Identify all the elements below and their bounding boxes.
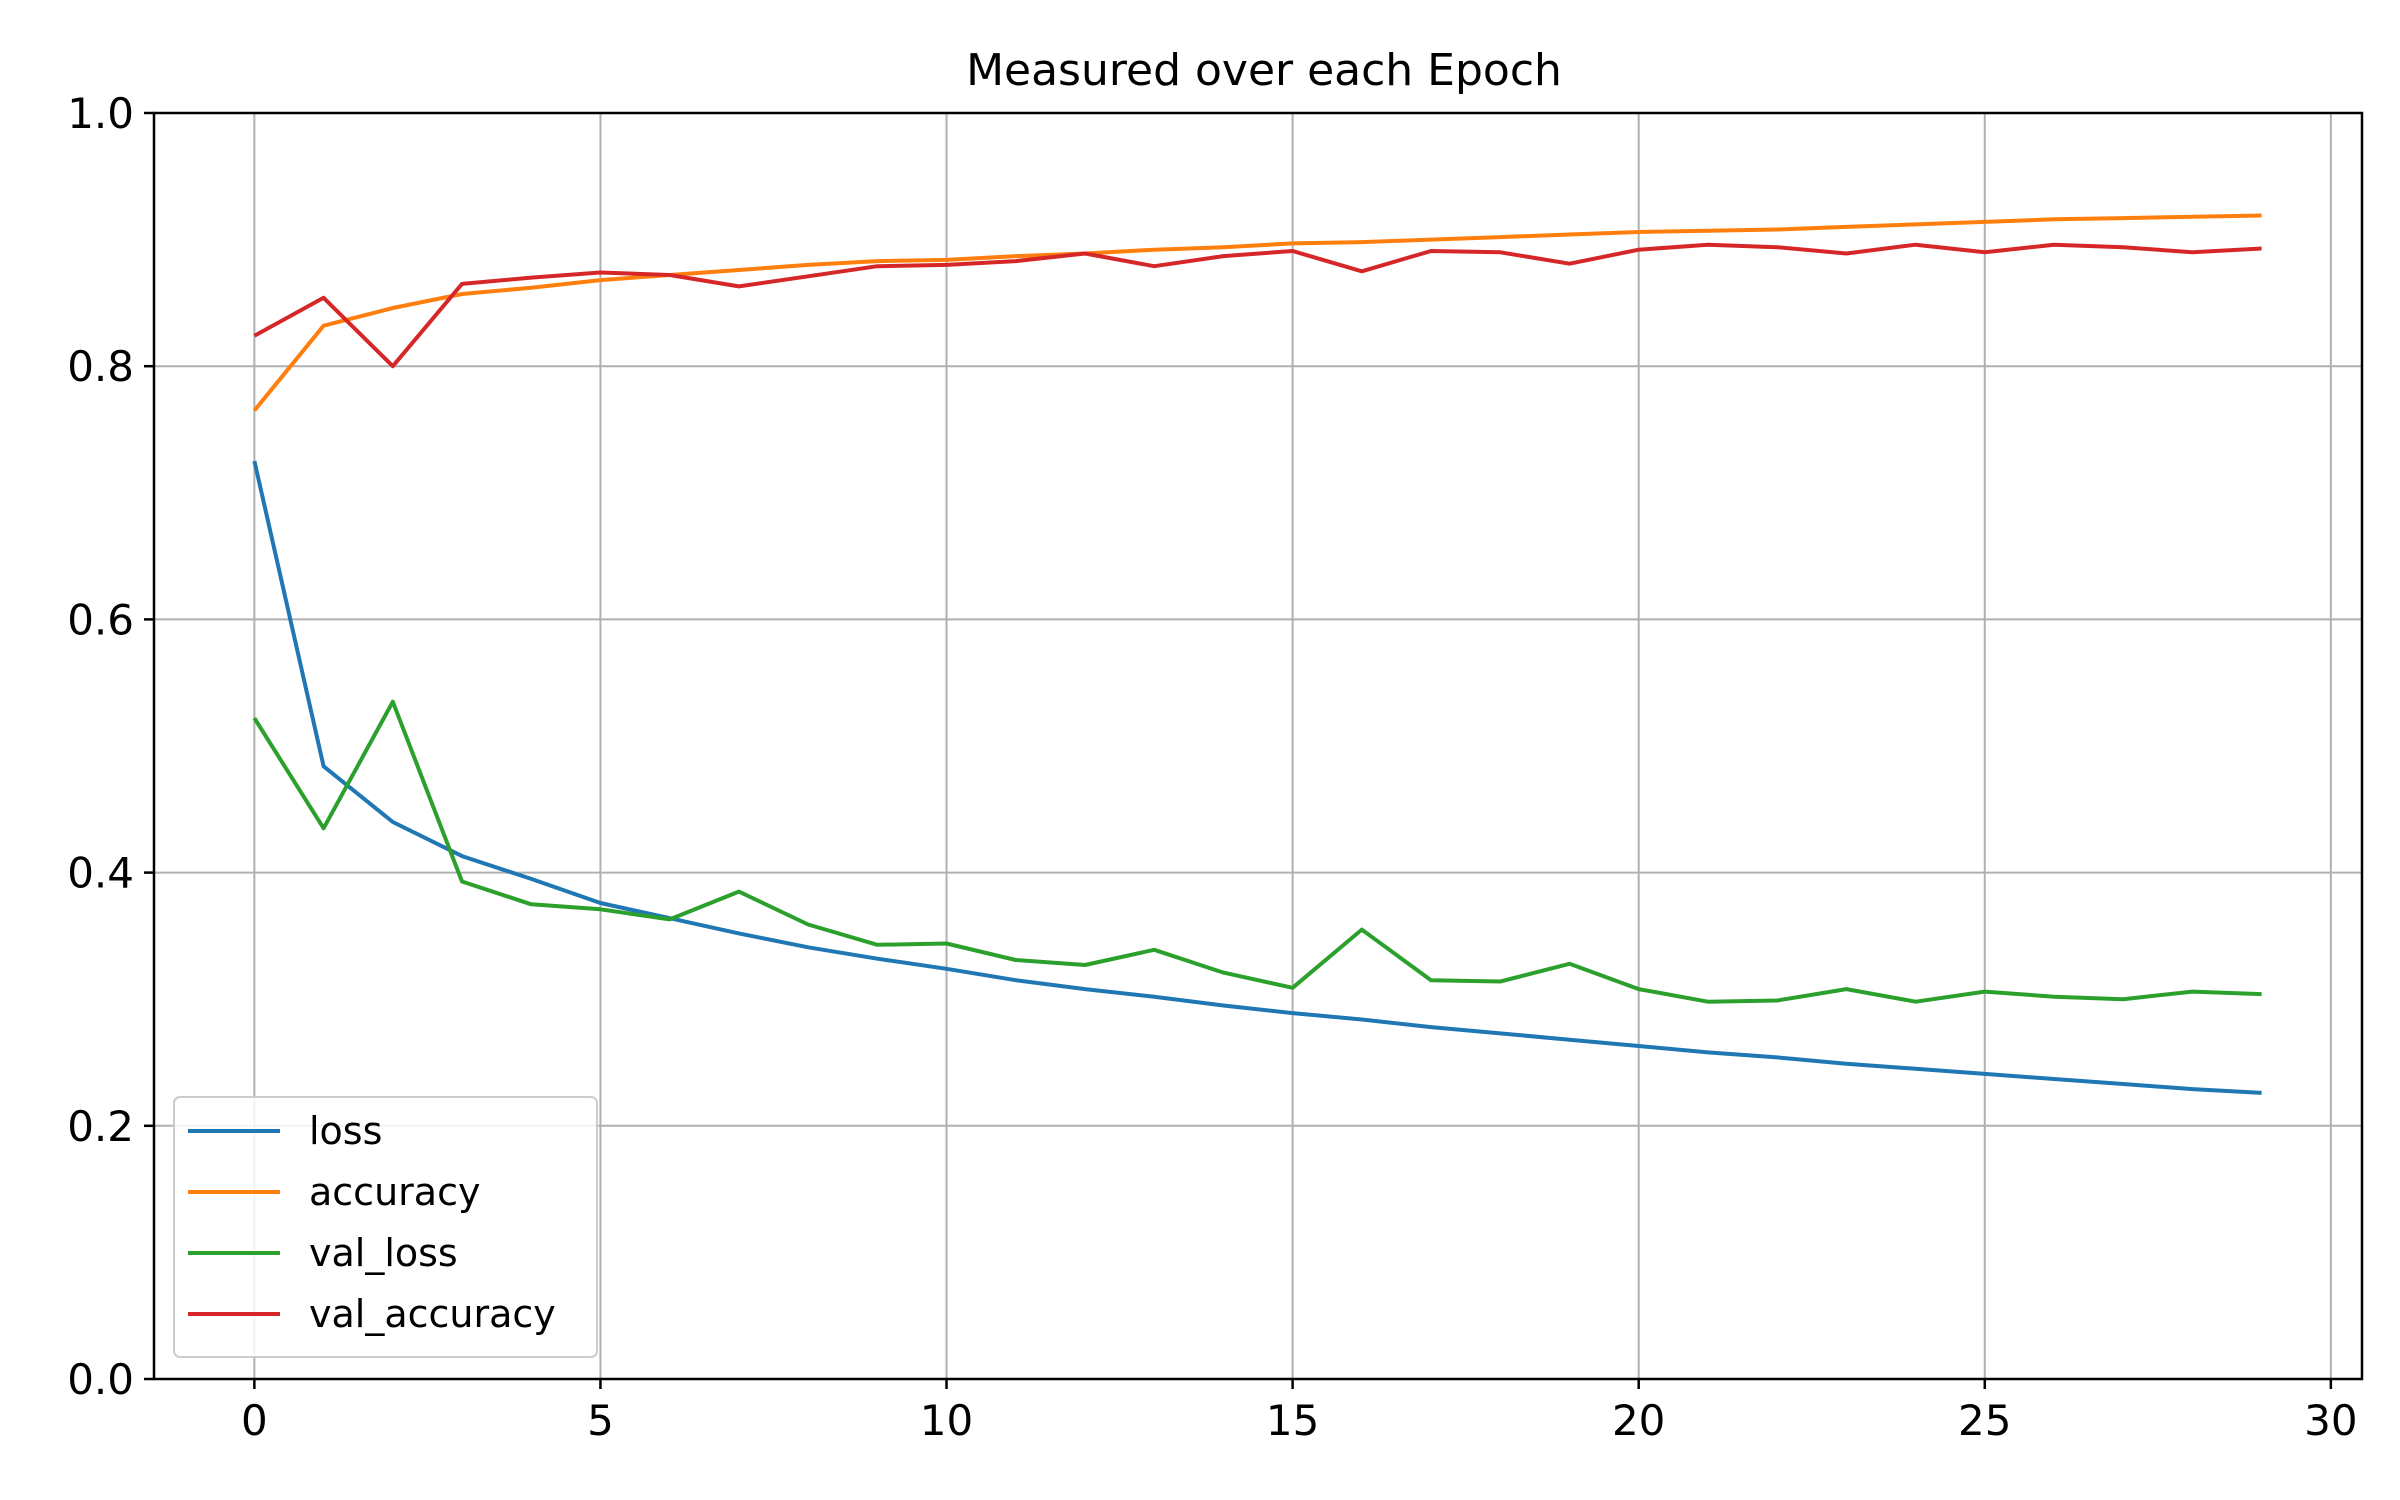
- y-tick-label: 0.6: [67, 595, 134, 644]
- legend-label-loss: loss: [309, 1109, 382, 1153]
- y-tick-label: 0.8: [67, 342, 134, 391]
- series-line-accuracy: [252, 213, 2262, 412]
- y-tick-label: 0.4: [67, 849, 134, 898]
- y-tick-label: 0.2: [67, 1102, 134, 1151]
- axis-ticks: 0 5 10 15 20 25 30 0.0 0.2 0.4 0.6 0.8 1.0: [67, 89, 2357, 1445]
- y-tick-label: 1.0: [67, 89, 134, 138]
- legend-label-accuracy: accuracy: [309, 1170, 480, 1214]
- x-tick-label: 25: [1958, 1396, 2011, 1445]
- series-line-val-loss: [252, 699, 2262, 1004]
- legend: loss accuracy val_loss val_accuracy: [173, 1096, 598, 1358]
- series-line-loss: [252, 460, 2262, 1095]
- x-tick-label: 5: [587, 1396, 614, 1445]
- plot-series: [252, 213, 2262, 1095]
- x-tick-label: 20: [1612, 1396, 1665, 1445]
- legend-label-val-loss: val_loss: [309, 1231, 458, 1275]
- plot-frame: [152, 111, 2364, 1381]
- x-tick-label: 15: [1266, 1396, 1319, 1445]
- y-tick-label: 0.0: [67, 1355, 134, 1404]
- x-tick-label: 30: [2304, 1396, 2357, 1445]
- series-line-val-accuracy: [253, 242, 2262, 369]
- chart-title: Measured over each Epoch: [966, 45, 1562, 96]
- legend-box: [173, 1096, 598, 1358]
- x-tick-label: 10: [920, 1396, 973, 1445]
- x-tick-label: 0: [241, 1396, 268, 1445]
- legend-label-val-accuracy: val_accuracy: [309, 1292, 556, 1336]
